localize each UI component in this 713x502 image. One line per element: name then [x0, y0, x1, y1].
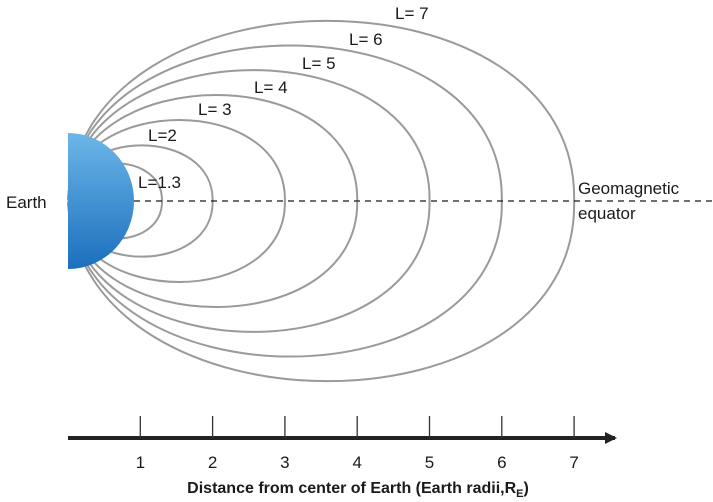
axis-tick-label-6: 6	[497, 453, 506, 472]
axis-tick-label-3: 3	[280, 453, 289, 472]
field-line-labels-group: L=1.3 L=2 L= 3 L= 4 L= 5 L= 6 L= 7	[138, 4, 429, 192]
field-line-label-l6: L= 6	[349, 30, 383, 49]
axis-title-close: )	[523, 480, 528, 497]
earth-label: Earth	[6, 193, 47, 212]
field-line-label-l7: L= 7	[395, 4, 429, 23]
field-line-loop-L5	[67, 69, 431, 333]
field-line-label-l3: L= 3	[198, 100, 232, 119]
geomagnetic-equator-label-line1: Geomagnetic	[578, 179, 680, 198]
axis-title-subscript: E	[516, 488, 523, 500]
field-line-label-l5: L= 5	[302, 54, 336, 73]
field-line-label-l4: L= 4	[254, 78, 288, 97]
axis-tick-label-1: 1	[136, 453, 145, 472]
field-line-loop-L3	[67, 119, 286, 283]
earth-hemisphere	[68, 133, 134, 269]
axis-tick-label-2: 2	[208, 453, 217, 472]
axis-ticks-group: 1 2 3 4 5 6 7	[136, 416, 579, 472]
axis-tick-label-4: 4	[352, 453, 361, 472]
field-line-label-l1-3: L=1.3	[138, 173, 181, 192]
axis-tick-label-5: 5	[425, 453, 434, 472]
geomagnetic-equator-label-line2: equator	[578, 204, 636, 223]
field-line-label-l2: L=2	[148, 126, 177, 145]
axis-title: Distance from center of Earth (Earth rad…	[187, 480, 529, 500]
axis-tick-label-7: 7	[569, 453, 578, 472]
axis-title-main: Distance from center of Earth (Earth rad…	[187, 480, 516, 497]
